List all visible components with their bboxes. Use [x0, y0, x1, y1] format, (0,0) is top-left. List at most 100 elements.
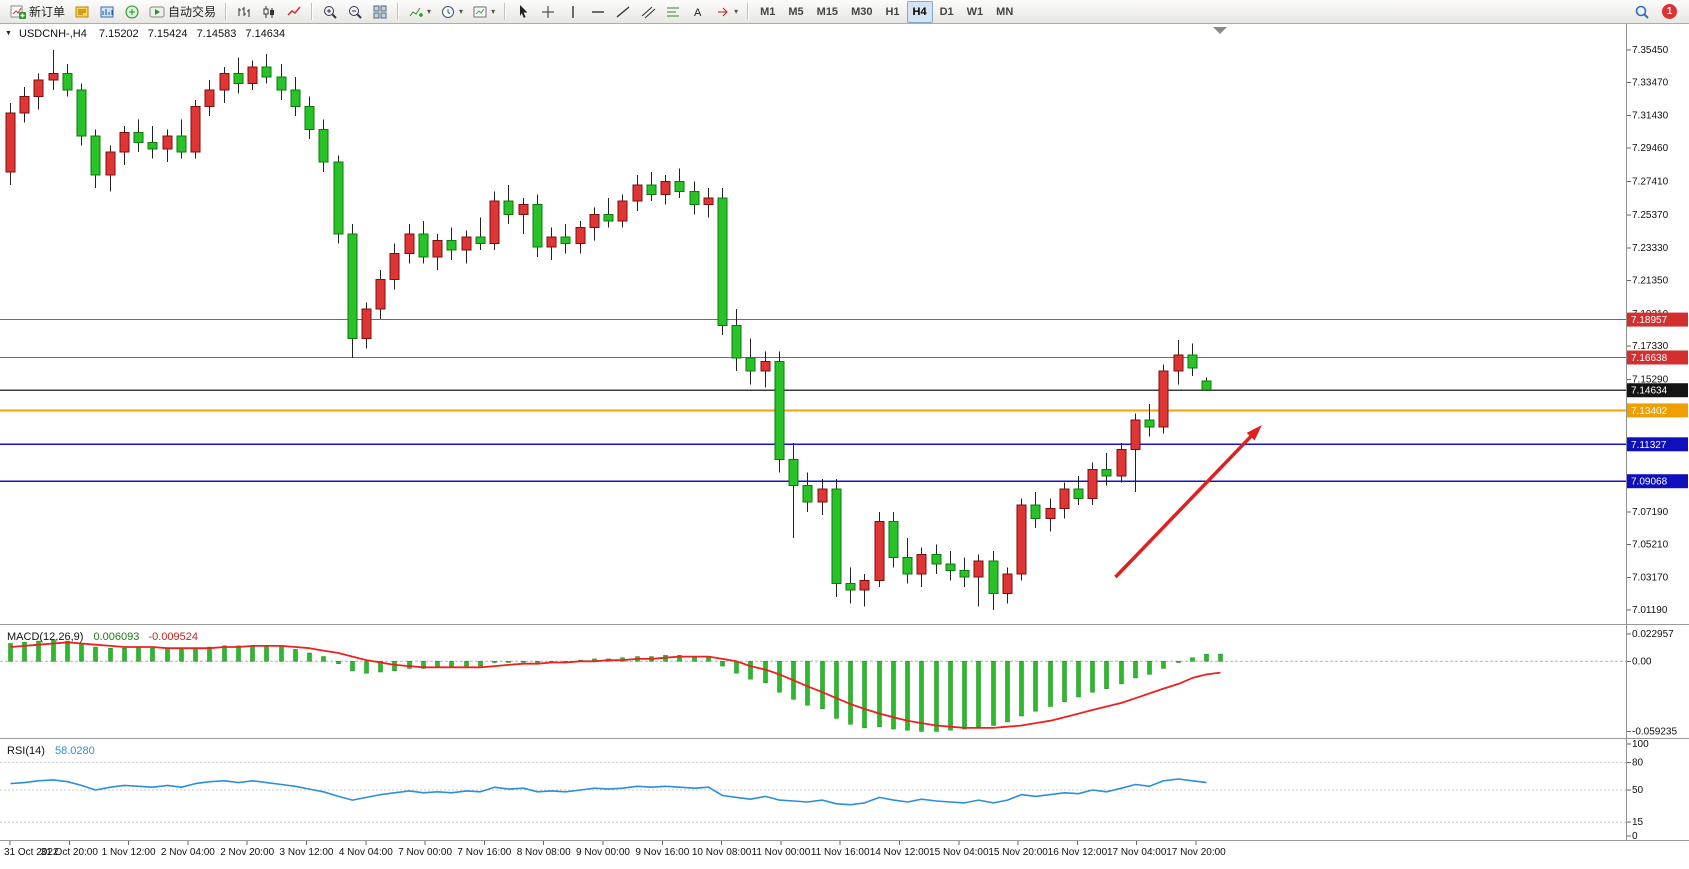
timeframe-button-d1[interactable]: D1 — [939, 5, 954, 18]
templates-button[interactable]: ▾ — [468, 1, 499, 23]
price-badge: 7.14634 — [1627, 383, 1688, 398]
candle — [233, 57, 244, 94]
periods-button[interactable]: ▾ — [436, 1, 467, 23]
line-chart-button[interactable] — [282, 1, 306, 23]
indicators-button[interactable]: ▾ — [404, 1, 435, 23]
macd-histogram-bar — [1104, 661, 1109, 689]
timeframe-button-h1[interactable]: H1 — [885, 5, 900, 18]
text-button[interactable]: A — [686, 1, 710, 23]
candle — [646, 171, 657, 202]
candle — [902, 537, 913, 584]
candle-body — [247, 66, 258, 85]
macd-histogram-bar — [392, 661, 397, 672]
trend-arrow-shaft[interactable] — [1114, 430, 1257, 579]
candle — [959, 557, 970, 587]
price-badge-bg — [1627, 474, 1688, 489]
market-watch-button[interactable] — [95, 1, 119, 23]
price-badge: 7.13402 — [1627, 403, 1688, 418]
rsi-label: RSI(14) — [7, 745, 45, 757]
macd-panel-header: MACD(12,26,9) 0.006093 -0.009524 — [7, 631, 198, 643]
macd-histogram-bar — [193, 647, 198, 662]
rsi-panel — [0, 761, 1626, 823]
tile-windows-button[interactable] — [368, 1, 392, 23]
channel-button[interactable] — [636, 1, 660, 23]
macd-signal-value: -0.009524 — [148, 631, 198, 643]
fibonacci-button[interactable] — [661, 1, 685, 23]
timeframe-button-mn[interactable]: MN — [996, 5, 1014, 18]
candle-body — [717, 197, 728, 326]
trend-arrow-annotation[interactable] — [1114, 425, 1262, 579]
candle — [603, 197, 614, 228]
time-label: 31 Oct 2022 — [4, 847, 59, 858]
crosshair-button[interactable] — [536, 1, 560, 23]
candle-body — [361, 308, 372, 339]
price-tick-label: 7.31430 — [1632, 111, 1669, 122]
macd-histogram-bar — [677, 655, 682, 662]
time-label: 8 Nov 08:00 — [517, 847, 571, 858]
timeframe-button-h4[interactable]: H4 — [906, 0, 933, 23]
new-order-button[interactable]: 新订单 — [6, 1, 69, 23]
candle — [1045, 498, 1056, 532]
search-button[interactable] — [1630, 1, 1654, 23]
candlestick-button[interactable] — [257, 1, 281, 23]
toolbar: 新订单 自动交易 ▾ ▾ ▾ A ▾ M1 M5 M15 M30 H1 H4 D1 W1 MN 1 — [0, 0, 1689, 24]
candle-body — [646, 184, 657, 196]
candle — [703, 188, 714, 218]
candle-body — [560, 236, 571, 245]
candle — [1144, 403, 1155, 437]
candle — [1187, 343, 1198, 377]
timeframe-button-m15[interactable]: M15 — [816, 5, 839, 18]
candle — [973, 554, 984, 607]
price-badge: 7.11327 — [1627, 437, 1688, 452]
macd-histogram-bar — [1090, 661, 1095, 693]
timeframe-button-w1[interactable]: W1 — [966, 5, 984, 18]
candle-body — [90, 135, 101, 176]
macd-histogram-bar — [1062, 661, 1067, 702]
candle-body — [1144, 419, 1155, 428]
candle-body — [760, 360, 771, 372]
horizontal-line-button[interactable] — [586, 1, 610, 23]
autotrading-button-label: 自动交易 — [168, 5, 217, 19]
zoom-out-button[interactable] — [343, 1, 367, 23]
candle — [133, 119, 144, 153]
macd-histogram-bar — [1019, 661, 1024, 717]
macd-signal-line — [10, 641, 1221, 729]
metaeditor-button[interactable] — [70, 1, 94, 23]
collapse-icon[interactable]: ▼ — [5, 30, 12, 37]
cursor-button[interactable] — [511, 1, 535, 23]
vertical-line-button[interactable] — [561, 1, 585, 23]
arrow-tools-button[interactable]: ▾ — [711, 1, 742, 23]
candle — [1101, 452, 1112, 486]
candle — [261, 54, 272, 84]
candle-body — [1158, 370, 1169, 428]
toolbar-right: 1 — [1630, 1, 1685, 23]
candle — [190, 99, 201, 159]
time-label: 11 Nov 16:00 — [811, 847, 870, 858]
zoom-in-button[interactable] — [318, 1, 342, 23]
notification-button[interactable]: 1 — [1662, 4, 1677, 19]
macd-histogram-bar — [93, 646, 98, 662]
timeframe-button-m1[interactable]: M1 — [760, 5, 776, 18]
candle-body — [347, 233, 358, 339]
rsi-scale-label: 15 — [1632, 817, 1644, 828]
price-chart-canvas[interactable]: 7.35450 7.33470 7.31430 7.29460 7.27410 7.253… — [0, 24, 1689, 864]
autotrading-button[interactable]: 自动交易 — [145, 1, 220, 23]
candle-body — [62, 73, 73, 91]
macd-histogram-bar — [777, 661, 782, 693]
rsi-scale-label: 0 — [1632, 831, 1638, 842]
navigator-button[interactable] — [120, 1, 144, 23]
price-badge-label: 7.18957 — [1631, 315, 1668, 326]
timeframe-button-m30[interactable]: M30 — [851, 5, 873, 18]
trendline-button[interactable] — [611, 1, 635, 23]
candle-body — [389, 253, 400, 281]
bar-chart-button[interactable] — [232, 1, 256, 23]
price-badge-bg — [1627, 403, 1688, 418]
candle — [1030, 492, 1041, 529]
chart-shift-marker[interactable] — [1213, 27, 1227, 34]
timeframe-button-m5[interactable]: M5 — [788, 5, 804, 18]
candle-body — [1101, 468, 1112, 477]
indicators-icon — [408, 4, 424, 20]
macd-histogram-bar — [8, 643, 13, 662]
candle-body — [1059, 488, 1070, 509]
